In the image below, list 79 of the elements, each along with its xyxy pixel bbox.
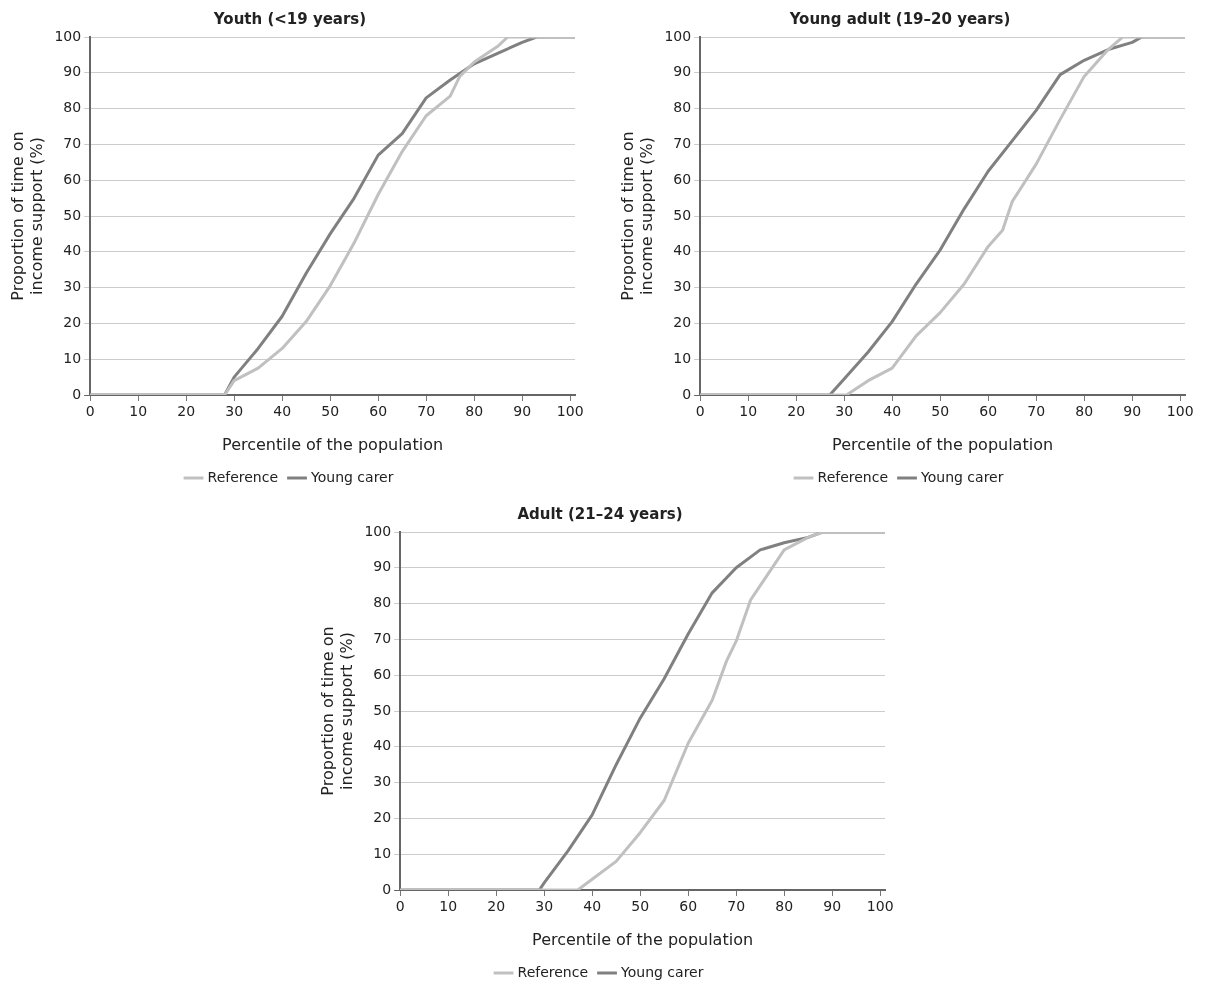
- legend-label: Young carer: [310, 468, 394, 485]
- y-tick-label: 70: [373, 630, 392, 647]
- x-tick-label: 0: [85, 403, 95, 420]
- x-tick-label: 10: [129, 403, 148, 420]
- y-tick-label: 40: [673, 242, 692, 259]
- y-tick-label: 20: [373, 809, 392, 826]
- x-axis-title: Percentile of the population: [222, 434, 444, 454]
- x-tick-label: 50: [931, 403, 950, 420]
- y-tick-label: 50: [673, 206, 692, 223]
- y-tick-label: 100: [664, 27, 692, 44]
- y-tick-label: 50: [373, 701, 392, 718]
- y-tick-label: 100: [54, 27, 82, 44]
- x-tick-label: 70: [417, 403, 436, 420]
- y-tick-label: 50: [63, 206, 82, 223]
- x-tick-label: 70: [1027, 403, 1046, 420]
- y-tick-label: 10: [673, 349, 692, 366]
- x-tick-label: 0: [395, 898, 405, 915]
- y-tick-label: 40: [63, 242, 82, 259]
- legend-label: Reference: [817, 468, 889, 485]
- x-tick-label: 90: [1123, 403, 1142, 420]
- chart-title: Young adult (19–20 years): [788, 9, 1011, 28]
- y-tick-label: 80: [673, 99, 692, 116]
- x-tick-label: 90: [513, 403, 532, 420]
- legend-label: Young carer: [620, 963, 704, 980]
- y-tick-label: 10: [63, 349, 82, 366]
- chart-title: Youth (<19 years): [212, 9, 367, 28]
- y-tick-label: 0: [72, 385, 82, 402]
- x-tick-label: 80: [465, 403, 484, 420]
- x-tick-label: 100: [1166, 403, 1194, 420]
- x-tick-label: 30: [535, 898, 554, 915]
- y-tick-label: 90: [373, 558, 392, 575]
- x-tick-label: 80: [775, 898, 794, 915]
- y-tick-label: 100: [364, 522, 392, 539]
- y-axis-title: Proportion of time on income support (%): [617, 131, 656, 301]
- x-tick-label: 10: [739, 403, 758, 420]
- x-tick-label: 30: [225, 403, 244, 420]
- x-tick-label: 0: [695, 403, 705, 420]
- x-tick-label: 40: [273, 403, 292, 420]
- x-tick-label: 20: [787, 403, 806, 420]
- x-tick-label: 60: [979, 403, 998, 420]
- y-tick-label: 70: [63, 135, 82, 152]
- y-axis-title: Proportion of time on income support (%): [7, 131, 46, 301]
- y-tick-label: 60: [373, 665, 392, 682]
- y-tick-label: 90: [673, 63, 692, 80]
- y-tick-label: 60: [673, 170, 692, 187]
- x-tick-label: 10: [439, 898, 458, 915]
- x-tick-label: 80: [1075, 403, 1094, 420]
- x-tick-label: 100: [866, 898, 894, 915]
- y-tick-label: 0: [682, 385, 692, 402]
- x-axis-title: Percentile of the population: [832, 434, 1054, 454]
- x-tick-label: 40: [883, 403, 902, 420]
- x-tick-label: 50: [321, 403, 340, 420]
- y-tick-label: 30: [63, 278, 82, 295]
- y-tick-label: 70: [673, 135, 692, 152]
- x-tick-label: 30: [835, 403, 854, 420]
- legend-label: Reference: [517, 963, 589, 980]
- x-tick-label: 50: [631, 898, 650, 915]
- x-tick-label: 70: [727, 898, 746, 915]
- y-tick-label: 90: [63, 63, 82, 80]
- y-tick-label: 20: [673, 314, 692, 331]
- legend-label: Reference: [207, 468, 279, 485]
- y-tick-label: 30: [373, 773, 392, 790]
- x-tick-label: 40: [583, 898, 602, 915]
- y-tick-label: 20: [63, 314, 82, 331]
- x-tick-label: 90: [823, 898, 842, 915]
- y-tick-label: 60: [63, 170, 82, 187]
- y-tick-label: 10: [373, 844, 392, 861]
- y-tick-label: 0: [382, 880, 392, 897]
- y-tick-label: 80: [373, 594, 392, 611]
- x-tick-label: 100: [556, 403, 584, 420]
- x-tick-label: 20: [487, 898, 506, 915]
- y-tick-label: 80: [63, 99, 82, 116]
- chart-title: Adult (21–24 years): [517, 504, 683, 523]
- x-tick-label: 20: [177, 403, 196, 420]
- x-axis-title: Percentile of the population: [532, 929, 754, 949]
- legend-label: Young carer: [920, 468, 1004, 485]
- y-axis-title: Proportion of time on income support (%): [317, 626, 356, 796]
- y-tick-label: 40: [373, 737, 392, 754]
- y-tick-label: 30: [673, 278, 692, 295]
